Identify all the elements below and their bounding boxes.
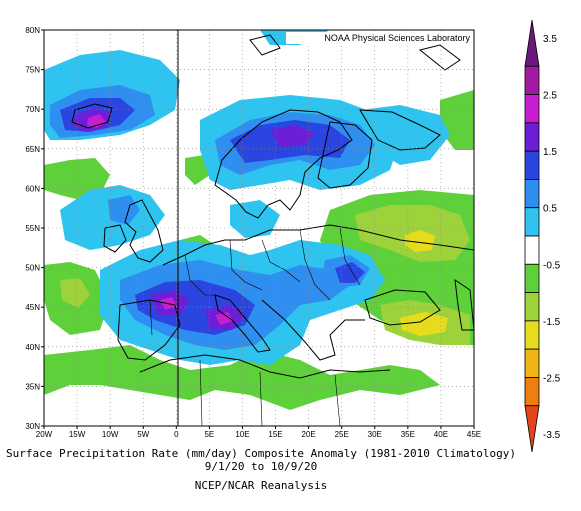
longitude-label: 5E <box>204 430 214 439</box>
colorbar-bin <box>524 150 540 180</box>
iberia-coast <box>117 299 181 361</box>
watermark-text: NOAA Physical Sciences Laboratory <box>324 33 470 43</box>
colorbar-bin <box>524 179 540 209</box>
longitude-label: 20W <box>36 430 53 439</box>
colorbar-bin <box>524 263 540 293</box>
caspian-coast <box>454 278 474 331</box>
mainland-coast <box>162 224 474 266</box>
extreme-wet-region <box>215 312 233 325</box>
very-wet-region <box>270 125 315 147</box>
latitude-labels: 80N 75N 70N 65N 60N 55N 50N 45N 40N 35N 30N <box>25 26 44 431</box>
border-line <box>259 371 263 426</box>
colorbar-bin <box>524 207 540 237</box>
border-line <box>199 359 203 426</box>
border-line <box>299 229 331 301</box>
colorbar-tick-label: 1.5 <box>543 147 557 158</box>
border-line <box>334 374 341 426</box>
latitude-label: 35N <box>25 382 40 391</box>
latitude-label: 55N <box>25 224 40 233</box>
moderate-dry-region <box>60 278 90 308</box>
balkans-coast <box>261 299 365 361</box>
colorbar-tick-label: -2.5 <box>543 373 561 384</box>
dry-region <box>280 380 305 405</box>
colorbar-bin <box>524 235 540 265</box>
scandinavia-coast <box>214 109 353 219</box>
colorbar-bin <box>524 405 540 453</box>
longitude-label: 0 <box>174 430 179 439</box>
iceland-coast <box>71 103 113 129</box>
colorbar-tick-label: -3.5 <box>543 430 561 441</box>
caption-title: Surface Precipitation Rate (mm/day) Comp… <box>6 447 516 460</box>
latitude-label: 50N <box>25 264 40 273</box>
colorbar-bin <box>524 348 540 378</box>
colorbar-tick-label: 3.5 <box>543 34 557 45</box>
longitude-label: 25E <box>335 430 349 439</box>
latitude-label: 80N <box>25 26 40 35</box>
ireland-coast <box>103 224 127 253</box>
britain-coast <box>124 199 164 263</box>
colorbar-bin <box>524 122 540 152</box>
colorbar-tick-label: -1.5 <box>543 317 561 328</box>
latitude-label: 30N <box>25 422 40 431</box>
colorbar-bin <box>524 94 540 124</box>
north-africa-coast <box>139 354 391 379</box>
longitude-label: 10W <box>102 430 119 439</box>
latitude-label: 70N <box>25 105 40 114</box>
longitude-label: 15E <box>268 430 282 439</box>
longitude-label: 40E <box>434 430 448 439</box>
coastlines <box>71 34 474 379</box>
colorbar-bin <box>524 292 540 322</box>
border-line <box>229 239 263 291</box>
novaya-zemlya-coast <box>418 44 461 71</box>
colorbar-bin <box>524 320 540 350</box>
high-wet-region <box>335 262 365 283</box>
caption-dates: 9/1/20 to 10/9/20 <box>205 460 318 473</box>
longitude-label: 30E <box>368 430 382 439</box>
latitude-label: 45N <box>25 303 40 312</box>
longitude-label: 35E <box>401 430 415 439</box>
caption-source: NCEP/NCAR Reanalysis <box>195 479 327 492</box>
border-line <box>261 239 301 283</box>
watermark-background <box>286 32 472 44</box>
finland-coast <box>317 121 373 189</box>
latitude-label: 60N <box>25 184 40 193</box>
wetter-region <box>108 195 140 225</box>
border-line <box>149 299 153 336</box>
colorbar-tick-label: -0.5 <box>543 260 561 271</box>
colorbar: 3.5 2.5 1.5 0.5 -0.5 -1.5 -2.5 -3.5 <box>524 19 561 453</box>
wet-region <box>230 200 280 238</box>
map-panel: NOAA Physical Sciences Laboratory 80N 75N… <box>25 26 481 439</box>
country-borders <box>149 227 361 426</box>
latitude-label: 75N <box>25 66 40 75</box>
kola-coast <box>359 109 441 151</box>
dry-region <box>44 345 440 410</box>
colorbar-bin <box>524 65 540 95</box>
black-sea-coast <box>364 289 441 326</box>
longitude-label: 10E <box>235 430 249 439</box>
latitude-label: 65N <box>25 145 40 154</box>
longitude-labels: 20W 15W 10W 5W 0 5E 10E 15E 20E 25E 30E 35E 40E 45E <box>36 426 481 439</box>
border-line <box>184 254 215 296</box>
colorbar-bin <box>524 19 540 67</box>
dry-region <box>185 155 210 185</box>
italy-coast <box>214 294 271 353</box>
colorbar-bin <box>524 377 540 407</box>
svalbard-coast <box>249 34 281 56</box>
strong-dry-region <box>405 230 435 252</box>
strong-dry-region <box>400 312 448 336</box>
longitude-label: 5W <box>137 430 149 439</box>
wet-region <box>360 105 450 165</box>
longitude-label: 45E <box>467 430 481 439</box>
colorbar-tick-label: 0.5 <box>543 204 557 215</box>
longitude-label: 15W <box>69 430 86 439</box>
colorbar-tick-label: 2.5 <box>543 91 557 102</box>
longitude-label: 20E <box>301 430 315 439</box>
latitude-label: 40N <box>25 343 40 352</box>
